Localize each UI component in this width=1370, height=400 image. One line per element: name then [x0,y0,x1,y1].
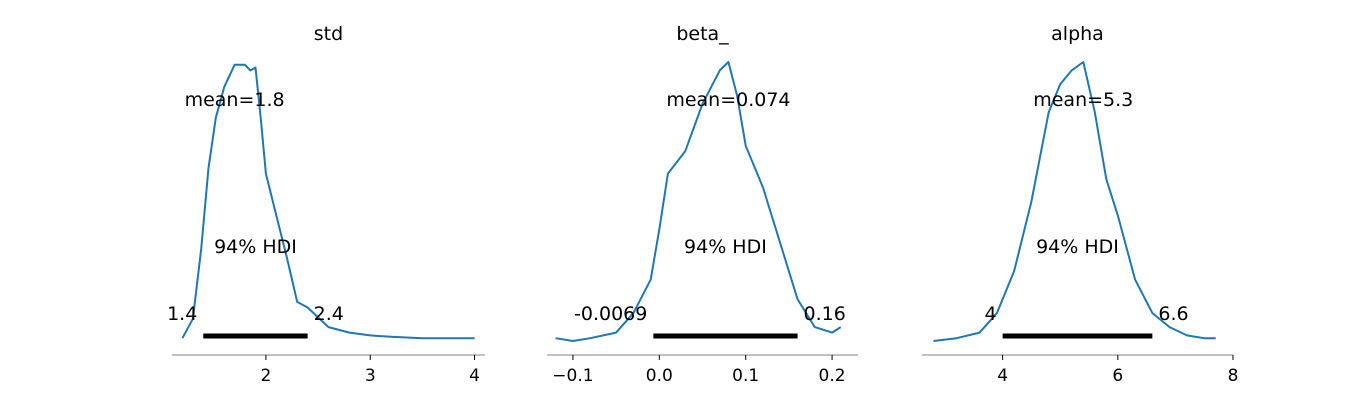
hdi-lower-label: -0.0069 [574,303,647,325]
panel-title: beta_ [676,23,729,45]
x-tick-label: 6 [1112,366,1123,386]
hdi-upper-label: 0.16 [804,303,846,325]
hdi-upper-label: 2.4 [314,303,344,325]
hdi-label: 94% HDI [214,236,297,258]
x-tick-label: 3 [365,366,376,386]
hdi-upper-label: 6.6 [1158,303,1188,325]
panel-std: 2 3 4 std mean=1.8 94% HDI 1.4 2.4 [167,23,485,386]
x-tick-label: 0.1 [732,366,759,386]
hdi-label: 94% HDI [684,236,767,258]
mean-label: mean=1.8 [185,89,285,111]
mean-label: mean=5.3 [1033,89,1133,111]
x-tick-label: 2 [260,366,271,386]
panel-title: alpha [1051,23,1104,45]
x-tick-label: 0.0 [646,366,673,386]
panel-title: std [314,23,343,45]
x-tick-label: 8 [1228,366,1239,386]
hdi-label: 94% HDI [1036,236,1119,258]
x-tick-label: 4 [469,366,480,386]
x-tick-label: 4 [997,366,1008,386]
panel-beta: −0.1 0.0 0.1 0.2 beta_ mean=0.074 94% HDI -0.00… [547,23,858,386]
density-curve [181,63,475,340]
panel-alpha: 4 6 8 alpha mean=5.3 94% HDI 4 6.6 [922,23,1238,386]
mean-label: mean=0.074 [666,89,790,111]
x-tick-label: 0.2 [819,366,846,386]
hdi-lower-label: 4 [985,303,997,325]
hdi-lower-label: 1.4 [167,303,197,325]
density-curve [933,61,1216,342]
density-curve [555,61,842,342]
x-tick-label: −0.1 [552,366,593,386]
